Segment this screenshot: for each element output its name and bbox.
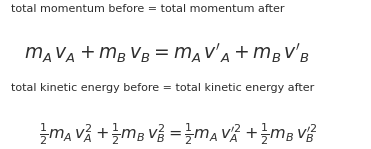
Text: $m_{\mathit{A}}\, v_{\mathit{A}} + m_{\mathit{B}}\, v_{\mathit{B}} = m_{\mathit{: $m_{\mathit{A}}\, v_{\mathit{A}} + m_{\m… bbox=[24, 41, 310, 65]
Text: total kinetic energy before = total kinetic energy after: total kinetic energy before = total kine… bbox=[11, 83, 314, 93]
Text: $\frac{1}{2} m_{\mathit{A}}\, v_{\mathit{A}}^{2} + \frac{1}{2} m_{\mathit{B}}\, : $\frac{1}{2} m_{\mathit{A}}\, v_{\mathit… bbox=[39, 121, 317, 147]
Text: total momentum before = total momentum after: total momentum before = total momentum a… bbox=[11, 4, 285, 14]
